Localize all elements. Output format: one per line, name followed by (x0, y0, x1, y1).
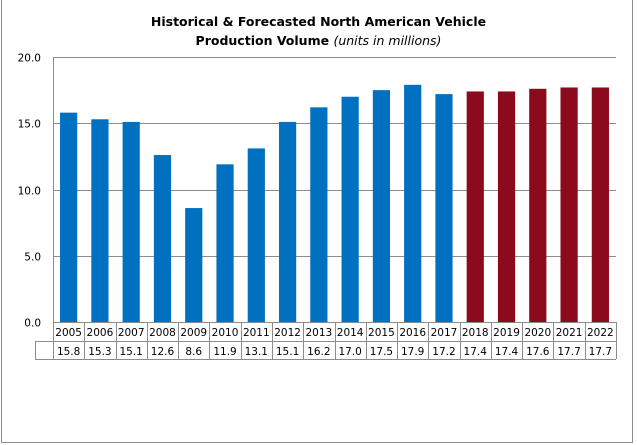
bar-2014 (341, 96, 359, 322)
bar-2010 (216, 164, 234, 322)
x-category-label: 2021 (556, 327, 583, 339)
bar-2018 (466, 91, 484, 322)
x-category-label: 2017 (431, 327, 458, 339)
bar-2019 (497, 91, 516, 322)
bar-2020 (529, 88, 547, 322)
bar-2021 (560, 87, 578, 322)
bar-2009 (185, 208, 203, 322)
chart-title-main2: Production Volume (195, 33, 330, 48)
data-table-value: 17.2 (432, 346, 455, 358)
y-tick-label: 15.0 (18, 119, 41, 131)
x-category-label: 2019 (493, 327, 520, 339)
y-tick-label: 20.0 (18, 53, 41, 65)
data-table-value: 15.8 (57, 346, 80, 358)
bar-2011 (247, 148, 265, 322)
x-category-label: 2015 (368, 327, 395, 339)
bar-2013 (310, 107, 328, 322)
x-category-label: 2022 (587, 327, 614, 339)
x-category-label: 2016 (399, 327, 426, 339)
bar-2016 (404, 84, 422, 322)
data-table-value: 8.6 (185, 346, 202, 358)
x-category-label: 2007 (118, 327, 145, 339)
x-category-label: 2009 (180, 327, 207, 339)
data-table-value: 17.5 (370, 346, 393, 358)
x-category-label: 2014 (337, 327, 364, 339)
data-table-value: 15.1 (276, 346, 299, 358)
chart-title: Historical & Forecasted North American V… (0, 12, 637, 50)
x-category-label: 2008 (149, 327, 176, 339)
y-tick-label: 5.0 (24, 252, 41, 264)
data-table-value: 17.7 (557, 346, 580, 358)
data-table-value: 12.6 (151, 346, 175, 358)
x-category-label: 2013 (305, 327, 332, 339)
data-table-value: 15.3 (88, 346, 111, 358)
bar-2005 (60, 112, 78, 323)
chart-title-units: (units in millions) (333, 33, 442, 48)
x-category-label: 2011 (243, 327, 270, 339)
bar-2008 (153, 155, 172, 322)
data-table-value: 16.2 (307, 346, 330, 358)
bar-2012 (278, 121, 297, 322)
data-table-value: 17.7 (589, 346, 612, 358)
x-category-label: 2010 (212, 327, 239, 339)
bar-2007 (122, 121, 140, 322)
data-table-value: 17.6 (526, 346, 550, 358)
bar-2017 (435, 94, 453, 322)
x-category-label: 2006 (87, 327, 114, 339)
data-table-value: 13.1 (245, 346, 268, 358)
data-table-value: 17.4 (464, 346, 488, 358)
chart-title-line2: Production Volume (units in millions) (0, 31, 637, 50)
data-table-value: 17.4 (495, 346, 519, 358)
data-table-value: 17.0 (338, 346, 361, 358)
x-category-label: 2012 (274, 327, 301, 339)
x-category-label: 2020 (524, 327, 551, 339)
bar-2015 (372, 90, 391, 322)
bar-2022 (591, 87, 609, 322)
data-table-value: 11.9 (213, 346, 236, 358)
y-tick-label: 0.0 (24, 318, 41, 330)
data-table-value: 17.9 (401, 346, 424, 358)
x-category-label: 2005 (55, 327, 82, 339)
chart-title-line1: Historical & Forecasted North American V… (150, 14, 487, 29)
y-tick-label: 10.0 (18, 186, 41, 198)
x-category-label: 2018 (462, 327, 489, 339)
bar-2006 (91, 119, 109, 323)
data-table-value: 15.1 (119, 346, 142, 358)
